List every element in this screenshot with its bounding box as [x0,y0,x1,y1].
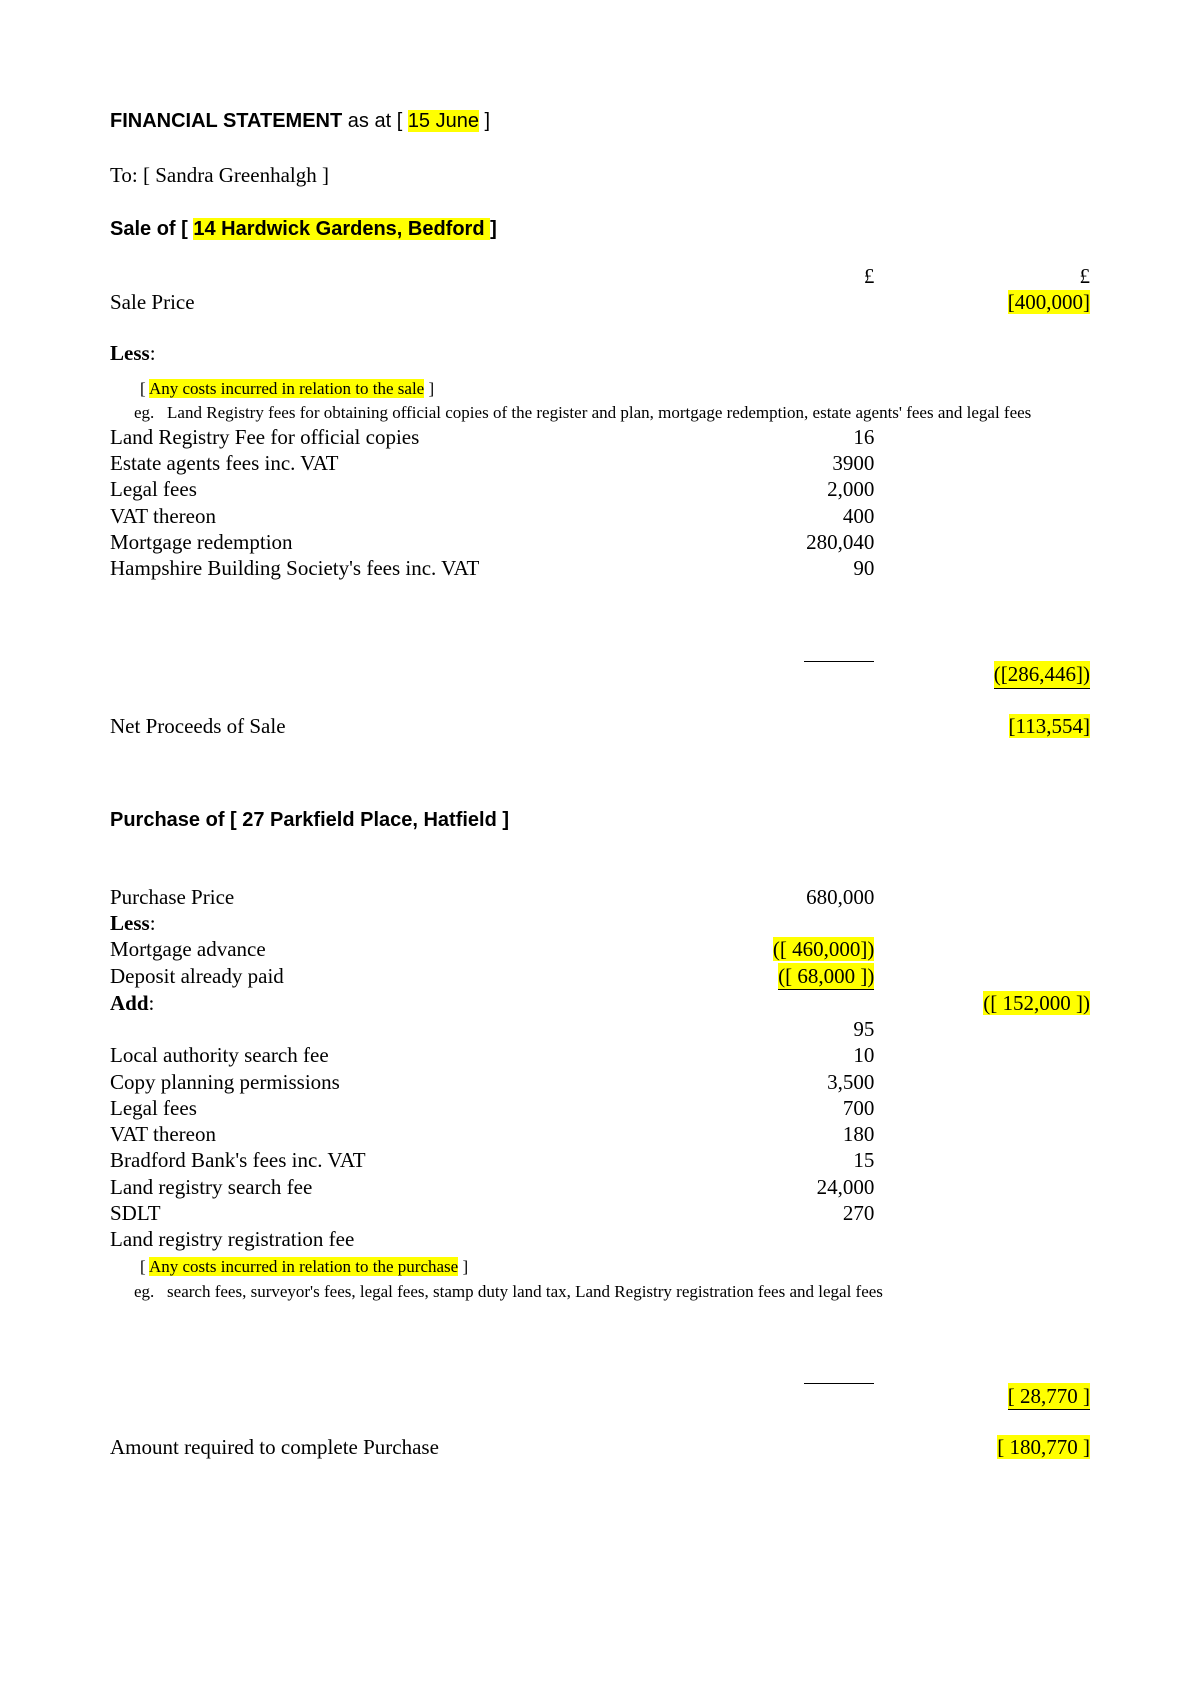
sale-item-label: Legal fees [110,476,678,502]
amount-required-value: [ 180,770 ] [997,1435,1090,1459]
sale-item-label: VAT thereon [110,503,678,529]
purchase-item-value: 270 [678,1200,874,1226]
purchase-item-label: Land registry search fee [110,1174,678,1200]
purchase-less-subtotal: ([ 152,000 ]) [983,991,1090,1015]
purchase-item-label: Local authority search fee [110,1042,678,1068]
sale-item-label: Mortgage redemption [110,529,678,555]
title-prefix: FINANCIAL STATEMENT [110,110,342,132]
sale-note-eg-text: Land Registry fees for obtaining officia… [167,403,1031,422]
to-line: To: [ Sandra Greenhalgh ] [110,163,1090,188]
purchase-underline [804,1383,874,1385]
sale-heading-prefix: Sale of [ [110,218,193,240]
sale-heading-suffix: ] [490,218,497,240]
purchase-add-subtotal: [ 28,770 ] [1008,1383,1090,1410]
net-proceeds-label: Net Proceeds of Sale [110,713,678,739]
purchase-item-value: 180 [678,1121,874,1147]
to-label: To: [ [110,163,155,187]
sale-underline [804,661,874,663]
purchase-item-label: SDLT [110,1200,678,1226]
purchase-item-label: Bradford Bank's fees inc. VAT [110,1147,678,1173]
sale-item-value: 400 [678,503,874,529]
purchase-item-value: 10 [678,1042,874,1068]
less-label: Less [110,341,150,365]
to-name: Sandra Greenhalgh [155,163,317,187]
sale-heading: Sale of [ 14 Hardwick Gardens, Bedford ] [110,218,1090,241]
trailing-label: Land registry registration fee [110,1226,678,1252]
purchase-item-value: 15 [678,1147,874,1173]
purchase-note-eg: eg. search fees, surveyor's fees, legal … [110,1281,1090,1303]
sale-price-label: Sale Price [110,289,678,315]
currency-col1: £ [678,263,874,289]
financial-statement-page: FINANCIAL STATEMENT as at [ 15 June ] To… [0,0,1200,1698]
purchase-price-label: Purchase Price [110,884,678,910]
less-colon: : [150,341,156,365]
purchase-table: Purchase Price 680,000 Less: Mortgage ad… [110,884,1090,1460]
sale-table: £ £ Sale Price [400,000] Less: [ Any cos… [110,263,1090,739]
purchase-note-block: [ Any costs incurred in relation to the … [110,1256,1090,1278]
sale-item-label: Land Registry Fee for official copies [110,424,678,450]
sale-note-eg: eg. Land Registry fees for obtaining off… [110,402,1090,424]
purchase-item-label: Legal fees [110,1095,678,1121]
purchase-note-main: Any costs incurred in relation to the pu… [149,1257,458,1276]
to-suffix: ] [317,163,329,187]
sale-note-main: Any costs incurred in relation to the sa… [149,379,424,398]
purchase-item-label: Copy planning permissions [110,1069,678,1095]
purchase-item-value: 700 [678,1095,874,1121]
mortgage-advance-value: ([ 460,000]) [773,937,874,961]
sale-item-value: 16 [678,424,874,450]
add-label: Add [110,991,149,1015]
sale-item-label: Hampshire Building Society's fees inc. V… [110,555,678,581]
sale-item-label: Estate agents fees inc. VAT [110,450,678,476]
sale-item-value: 3900 [678,450,874,476]
sale-subtotal: ([286,446]) [994,661,1090,688]
net-proceeds-value: [113,554] [1009,714,1090,738]
purchase-item-label: VAT thereon [110,1121,678,1147]
sale-item-value: 2,000 [678,476,874,502]
purchase-less-label: Less [110,911,150,935]
first-misc-value: 95 [678,1016,874,1042]
currency-col2: £ [874,263,1090,289]
amount-required-label: Amount required to complete Purchase [110,1434,678,1460]
sale-item-value: 280,040 [678,529,874,555]
purchase-heading: Purchase of [ 27 Parkfield Place, Hatfie… [110,809,1090,832]
sale-item-value: 90 [678,555,874,581]
statement-date: 15 June [408,110,479,132]
purchase-price-value: 680,000 [678,884,874,910]
sale-note-block: [ Any costs incurred in relation to the … [110,378,1090,400]
title-mid: as at [ [342,110,408,132]
mortgage-advance-label: Mortgage advance [110,936,678,962]
deposit-label: Deposit already paid [110,963,678,990]
sale-heading-property: 14 Hardwick Gardens, Bedford [193,218,490,240]
purchase-item-value: 3,500 [678,1069,874,1095]
statement-title-line: FINANCIAL STATEMENT as at [ 15 June ] [110,110,1090,133]
title-suffix: ] [479,110,490,132]
purchase-item-value: 24,000 [678,1174,874,1200]
deposit-value: ([ 68,000 ]) [778,963,874,990]
sale-note-eg-label: eg. [134,403,154,422]
sale-price-value: [400,000] [1008,290,1090,314]
